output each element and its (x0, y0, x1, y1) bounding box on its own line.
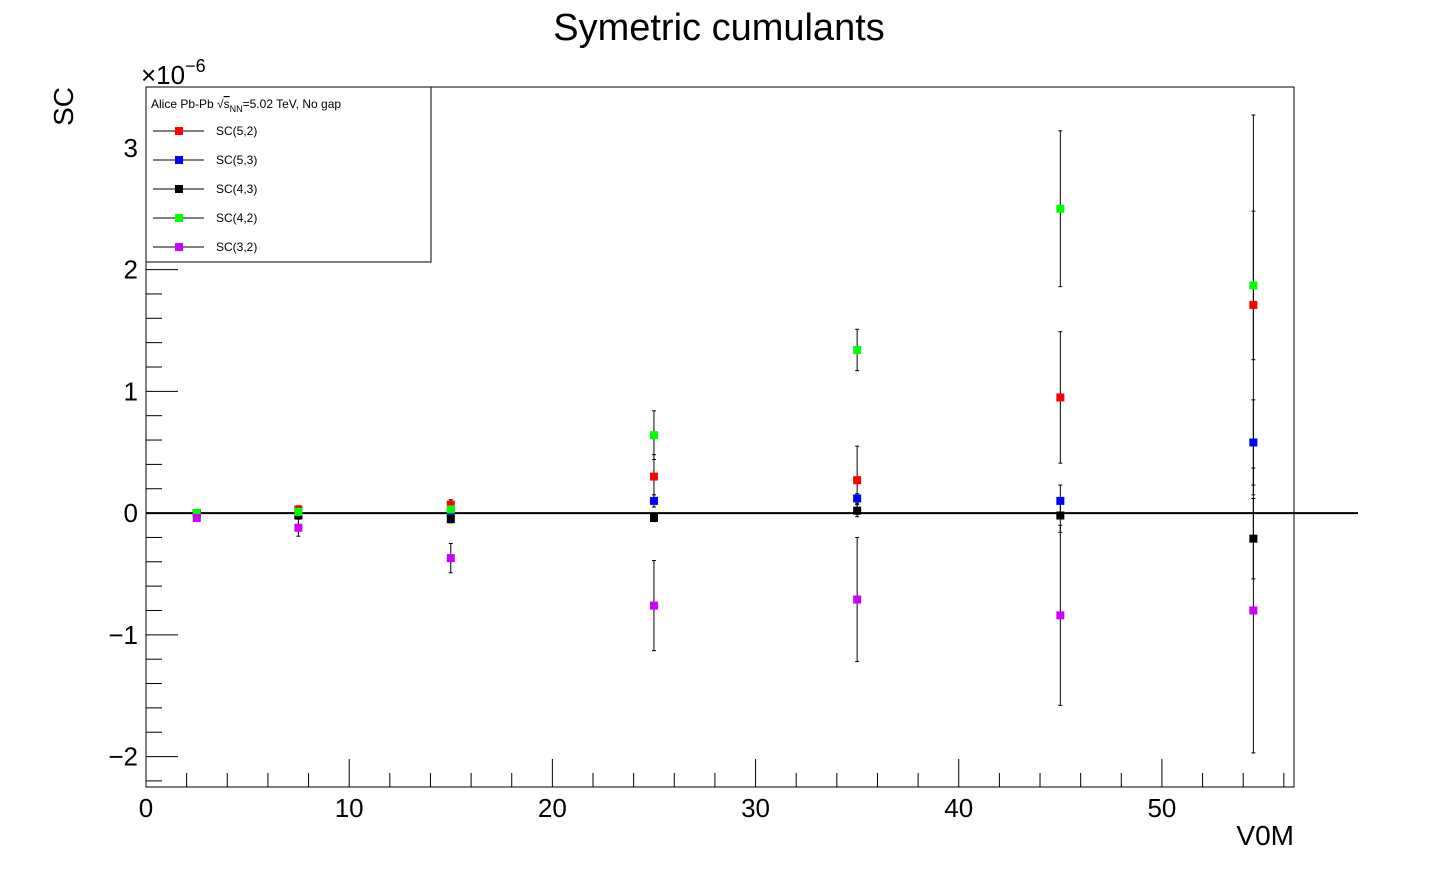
data-point (1056, 496, 1065, 505)
plot-frame (145, 86, 1295, 788)
legend-label: SC(4,2) (216, 211, 257, 225)
data-point (446, 500, 455, 509)
sqrt-sign: √ (217, 97, 224, 111)
legend: Alice Pb-Pb √sNN=5.02 TeV, No gap SC(5,2… (145, 86, 432, 263)
x-tick-label: 30 (741, 793, 770, 823)
y-tick-label: 3 (124, 133, 138, 163)
x-tick-label: 0 (139, 793, 153, 823)
legend-marker (175, 243, 183, 251)
data-point (1249, 534, 1258, 543)
data-point (853, 345, 862, 354)
legend-label: SC(5,3) (216, 153, 257, 167)
data-point (294, 507, 303, 516)
data-point (1056, 393, 1065, 402)
legend-label: SC(4,3) (216, 182, 257, 196)
data-point (853, 506, 862, 515)
data-point (649, 472, 658, 481)
x-tick-label: 50 (1147, 793, 1176, 823)
data-point (1249, 438, 1258, 447)
data-point (1249, 606, 1258, 615)
legend-title: Alice Pb-Pb √sNN=5.02 TeV, No gap (151, 97, 341, 114)
data-point (853, 494, 862, 503)
x-tick-label: 10 (335, 793, 364, 823)
data-point (294, 523, 303, 532)
data-point (192, 509, 201, 518)
data-point (1249, 300, 1258, 309)
x-tick-label: 40 (944, 793, 973, 823)
axis-ticks (145, 98, 1285, 787)
y-multiplier: ×10−6 (141, 56, 206, 90)
legend-box (145, 86, 432, 263)
data-point (1056, 511, 1065, 520)
y-tick-label: 2 (124, 255, 138, 285)
y-tick-label: −2 (108, 742, 138, 772)
y-axis-title: SC (48, 87, 79, 126)
legend-marker (175, 156, 183, 164)
data-point (649, 513, 658, 522)
chart-title: Symetric cumulants (553, 7, 885, 49)
data-point (649, 431, 658, 440)
data-point (853, 476, 862, 485)
data-point (649, 601, 658, 610)
y-tick-label: −1 (108, 620, 138, 650)
legend-marker (175, 214, 183, 222)
data-point (1056, 204, 1065, 213)
x-tick-label: 20 (538, 793, 567, 823)
data-point (446, 554, 455, 563)
data-points (192, 204, 1258, 620)
legend-marker (175, 185, 183, 193)
legend-label: SC(5,2) (216, 124, 257, 138)
data-point (446, 515, 455, 524)
y-tick-label: 0 (124, 498, 138, 528)
data-point (446, 505, 455, 514)
data-point (853, 595, 862, 604)
error-bars (296, 114, 1256, 754)
data-point (1056, 611, 1065, 620)
y-tick-label: 1 (124, 376, 138, 406)
data-point (192, 513, 201, 522)
data-point (649, 496, 658, 505)
axis-tick-labels: 0 10 20 30 40 50 −2 −1 0 1 2 3 (108, 133, 1176, 823)
x-axis-title: V0M (1236, 820, 1294, 851)
legend-entries: SC(5,2) SC(5,3) SC(4,3) SC(4,2) SC(3,2) (153, 124, 257, 254)
legend-marker (175, 127, 183, 135)
legend-label: SC(3,2) (216, 240, 257, 254)
data-point (1249, 281, 1258, 290)
